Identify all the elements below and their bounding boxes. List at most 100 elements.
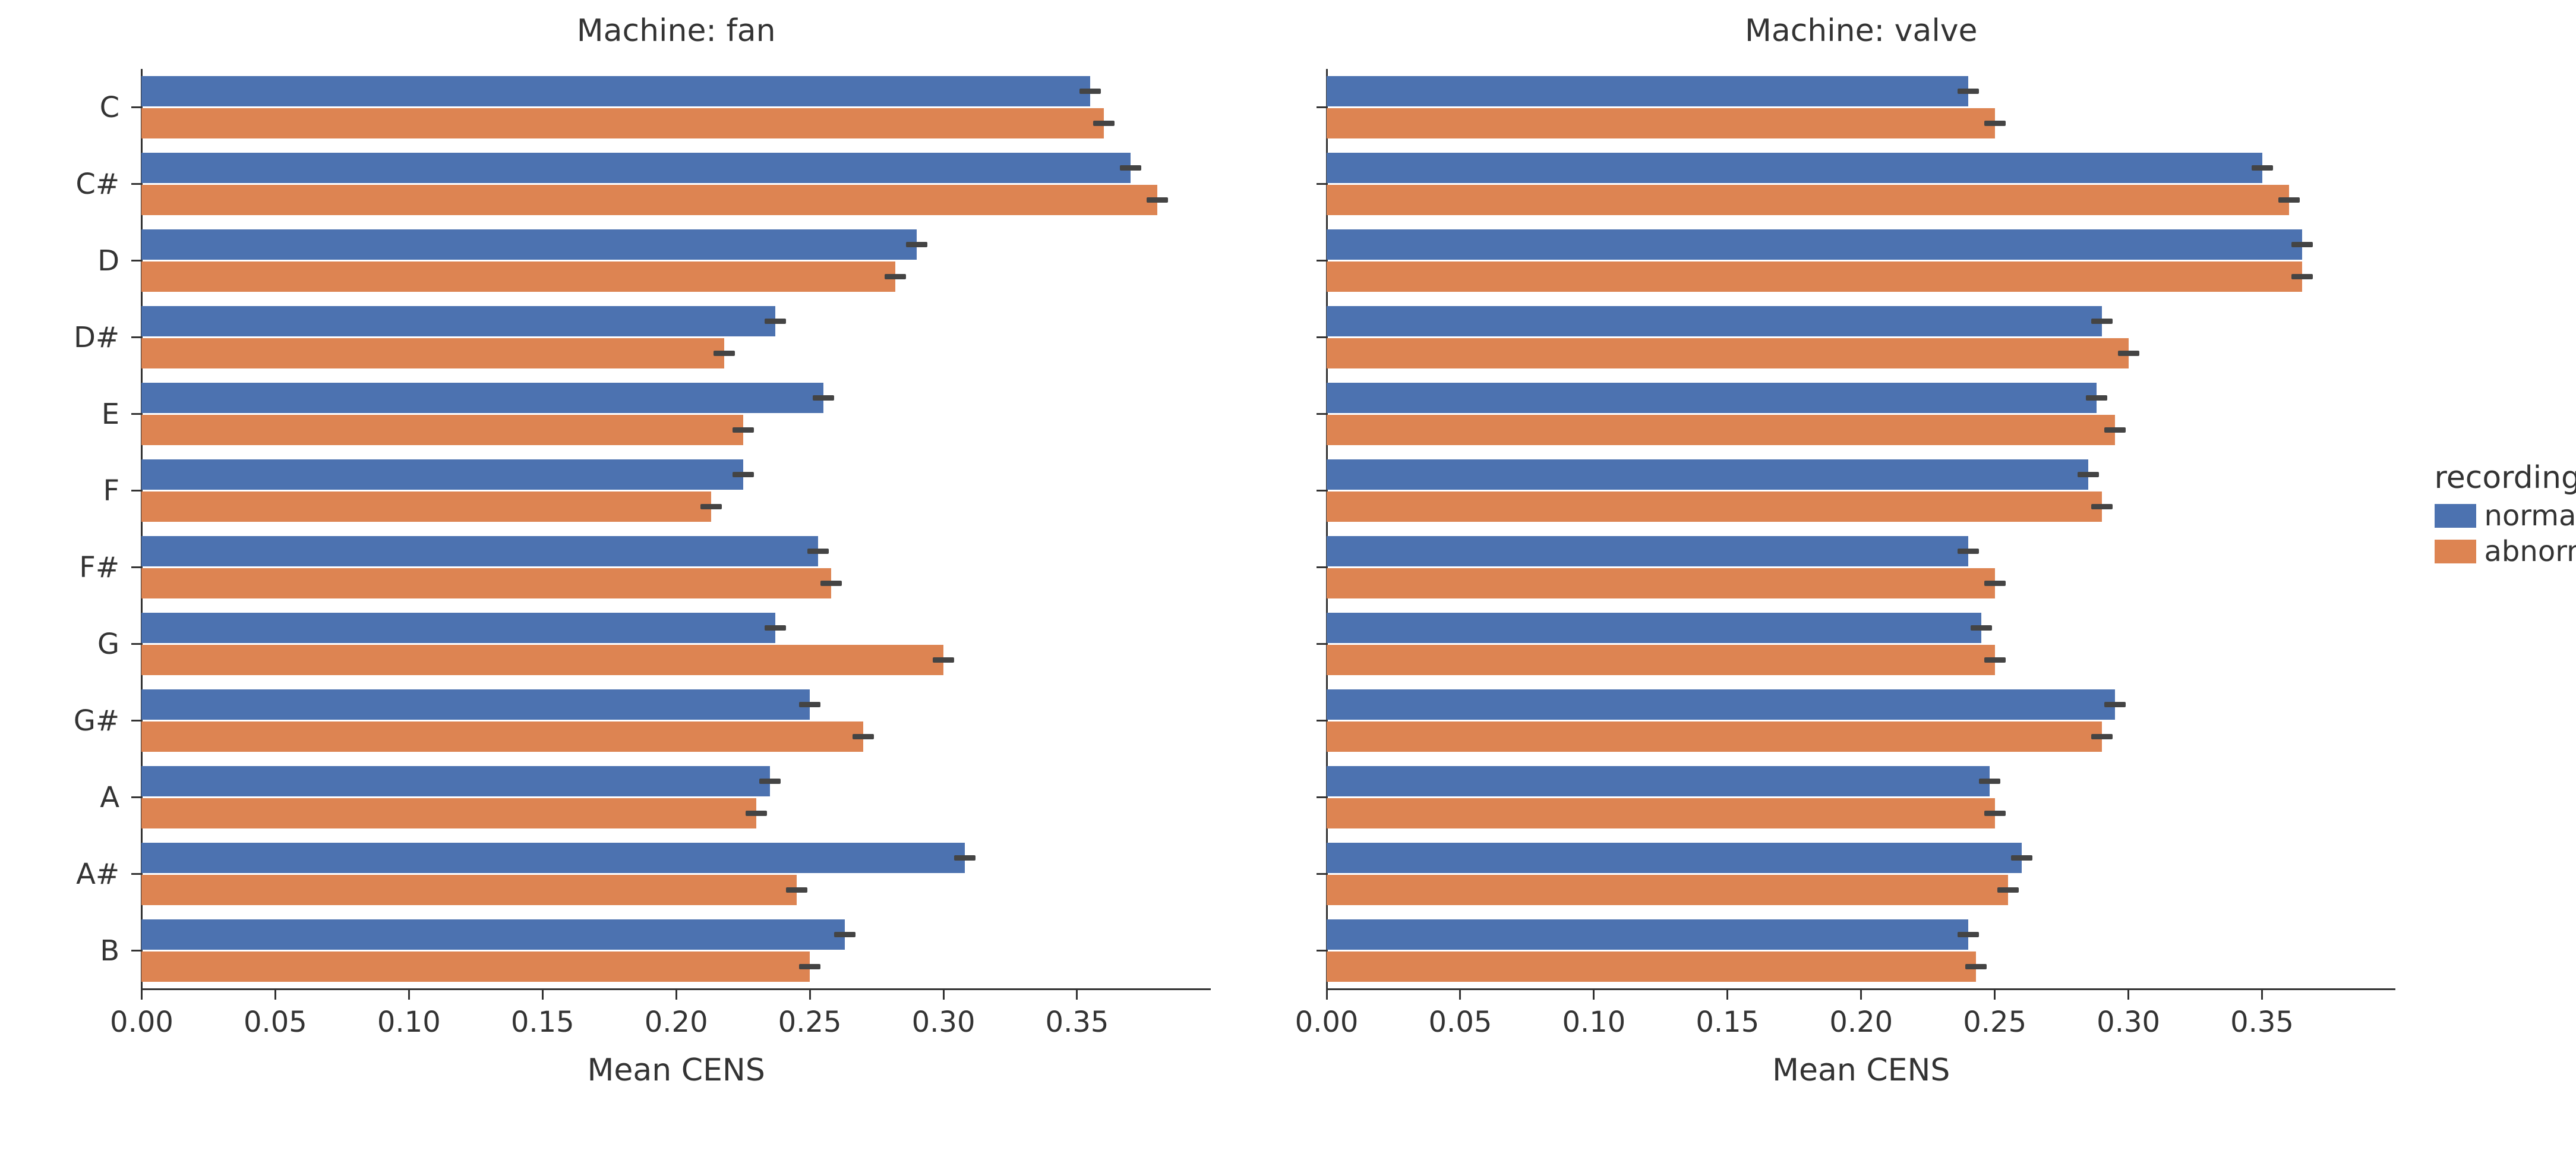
y-tick-label: F xyxy=(103,474,120,508)
error-bar xyxy=(2291,242,2313,247)
x-tick xyxy=(1994,989,1996,999)
y-tick-label: A# xyxy=(76,858,119,891)
bar-abnormal xyxy=(141,415,743,446)
bar-abnormal xyxy=(1327,721,2102,752)
x-tick-label: 0.35 xyxy=(1046,1006,1109,1039)
y-tick-label: F# xyxy=(79,551,119,584)
bar-normal xyxy=(1327,766,1990,797)
bar-abnormal xyxy=(1327,875,2008,906)
error-bar xyxy=(2086,395,2107,401)
x-axis-label: Mean CENS xyxy=(588,1053,765,1088)
bar-normal xyxy=(141,153,1130,184)
y-tick xyxy=(131,796,141,798)
y-tick xyxy=(1317,796,1327,798)
y-tick-label: A xyxy=(100,781,119,814)
y-tick xyxy=(131,720,141,721)
y-tick-label: B xyxy=(100,934,119,968)
figure: Machine: fan0.000.050.100.150.200.250.30… xyxy=(0,0,2576,1150)
bar-abnormal xyxy=(1327,108,1995,139)
y-tick xyxy=(1317,413,1327,415)
x-tick xyxy=(2261,989,2263,999)
x-tick-label: 0.25 xyxy=(1963,1006,2026,1039)
x-tick-label: 0.10 xyxy=(377,1006,441,1039)
x-tick-label: 0.30 xyxy=(2097,1006,2160,1039)
error-bar xyxy=(733,427,754,433)
bar-normal xyxy=(1327,459,2088,490)
y-tick xyxy=(131,183,141,185)
error-bar xyxy=(765,625,786,631)
y-tick xyxy=(1317,260,1327,261)
y-tick xyxy=(1317,490,1327,491)
x-tick xyxy=(675,989,677,999)
legend-label: abnormal xyxy=(2485,535,2576,568)
y-tick xyxy=(1317,950,1327,951)
error-bar xyxy=(933,657,954,663)
panel-1: Machine: valve0.000.050.100.150.200.250.… xyxy=(1327,69,2395,989)
x-tick xyxy=(1860,989,1862,999)
x-tick-label: 0.20 xyxy=(1829,1006,1893,1039)
y-tick xyxy=(1317,643,1327,645)
bar-normal xyxy=(141,766,769,797)
legend-label: normal xyxy=(2485,499,2576,533)
error-bar xyxy=(700,504,722,509)
x-tick xyxy=(943,989,945,999)
error-bar xyxy=(1984,121,2006,126)
error-bar xyxy=(1958,549,1979,554)
legend-item: abnormal xyxy=(2435,535,2576,568)
error-bar xyxy=(1120,165,1141,171)
error-bar xyxy=(1971,625,1992,631)
bar-abnormal xyxy=(141,951,810,982)
error-bar xyxy=(2078,472,2099,477)
error-bar xyxy=(1984,811,2006,816)
y-tick xyxy=(1317,106,1327,108)
bar-abnormal xyxy=(1327,415,2115,446)
y-tick xyxy=(131,643,141,645)
y-tick xyxy=(131,566,141,568)
x-tick-label: 0.10 xyxy=(1562,1006,1625,1039)
error-bar xyxy=(2291,274,2313,279)
error-bar xyxy=(2278,197,2300,203)
error-bar xyxy=(1093,121,1115,126)
bar-normal xyxy=(1327,843,2022,874)
y-tick-label: D# xyxy=(74,321,119,354)
error-bar xyxy=(1147,197,1168,203)
y-tick xyxy=(131,336,141,338)
y-tick-label: C xyxy=(100,91,120,124)
error-bar xyxy=(1984,657,2006,663)
bar-abnormal xyxy=(1327,491,2102,522)
error-bar xyxy=(906,242,927,247)
bar-normal xyxy=(1327,613,1981,644)
y-tick xyxy=(131,490,141,491)
error-bar xyxy=(1965,964,1987,969)
panel-0: Machine: fan0.000.050.100.150.200.250.30… xyxy=(141,69,1210,989)
y-tick xyxy=(1317,720,1327,721)
panel-title: Machine: valve xyxy=(1745,13,1978,49)
y-tick xyxy=(1317,183,1327,185)
bar-abnormal xyxy=(141,108,1103,139)
bar-abnormal xyxy=(141,875,796,906)
x-tick xyxy=(1593,989,1595,999)
x-tick-label: 0.25 xyxy=(778,1006,842,1039)
error-bar xyxy=(813,395,834,401)
bar-normal xyxy=(1327,153,2262,184)
x-tick-label: 0.15 xyxy=(1696,1006,1759,1039)
error-bar xyxy=(759,779,781,784)
y-tick-label: E xyxy=(102,398,119,431)
bar-normal xyxy=(1327,919,1968,950)
legend-swatch xyxy=(2435,540,2476,563)
error-bar xyxy=(2104,427,2126,433)
bar-abnormal xyxy=(1327,798,1995,829)
x-axis-label: Mean CENS xyxy=(1772,1053,1950,1088)
error-bar xyxy=(2091,504,2113,509)
y-tick xyxy=(131,106,141,108)
error-bar xyxy=(2011,855,2032,861)
y-tick xyxy=(1317,336,1327,338)
legend-swatch xyxy=(2435,504,2476,528)
bar-normal xyxy=(1327,536,1968,567)
bar-normal xyxy=(1327,229,2302,260)
y-tick-label: D xyxy=(97,244,119,278)
panel-title: Machine: fan xyxy=(577,13,776,49)
x-tick xyxy=(1076,989,1078,999)
error-bar xyxy=(799,964,820,969)
error-bar xyxy=(1984,581,2006,586)
